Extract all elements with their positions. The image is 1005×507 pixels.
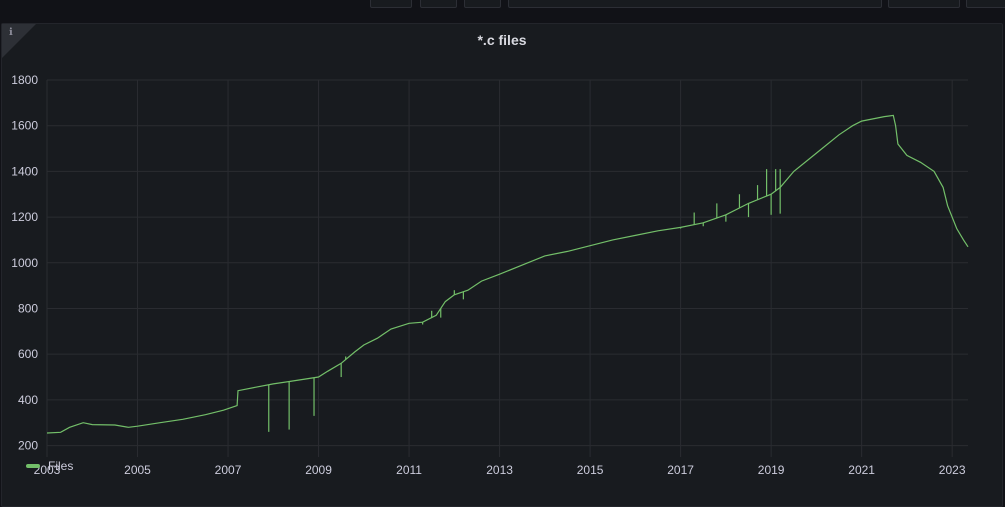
dashboard-toolbar [0,0,1005,16]
y-axis-ticks: 200 400 600 800 1000 1200 1400 1600 1800 [11,73,38,453]
x-tick-label: 2015 [577,463,604,477]
toolbar-button[interactable] [370,0,412,8]
y-tick-label: 200 [18,439,38,453]
refresh-button[interactable] [966,0,1005,8]
y-tick-label: 1200 [11,210,38,224]
toolbar-button[interactable] [420,0,457,8]
x-tick-label: 2023 [939,463,966,477]
info-icon[interactable]: ℹ [9,27,13,38]
legend-swatch [26,464,40,468]
y-tick-label: 1800 [11,73,38,87]
chart-legend[interactable]: Files [26,459,73,473]
y-tick-label: 600 [18,347,38,361]
y-tick-label: 1000 [11,256,38,270]
toolbar-button[interactable] [464,0,501,8]
y-tick-label: 400 [18,393,38,407]
x-tick-label: 2021 [848,463,875,477]
legend-label: Files [48,459,74,473]
graph-panel: ℹ *.c files [1,23,1003,507]
series-line [46,114,969,434]
x-tick-label: 2007 [215,463,242,477]
y-tick-label: 1400 [11,164,38,178]
x-axis-ticks: 2003 2005 2007 2009 2011 2013 2015 2017 2019 2021… [34,463,966,477]
x-tick-label: 2003 [34,463,61,477]
zoom-buttons[interactable] [888,0,960,8]
x-tick-label: 2009 [305,463,332,477]
series-files [46,114,969,434]
panel-title[interactable]: *.c files [477,32,527,48]
time-range-picker[interactable] [508,0,882,8]
y-tick-label: 800 [18,301,38,315]
x-tick-label: 2013 [486,463,513,477]
x-tick-label: 2019 [758,463,785,477]
x-tick-label: 2011 [396,463,422,477]
x-tick-label: 2005 [124,463,151,477]
y-tick-label: 1600 [11,119,38,133]
x-tick-label: 2017 [667,463,694,477]
panel-info-corner[interactable] [2,24,36,58]
chart-grid [46,79,968,457]
